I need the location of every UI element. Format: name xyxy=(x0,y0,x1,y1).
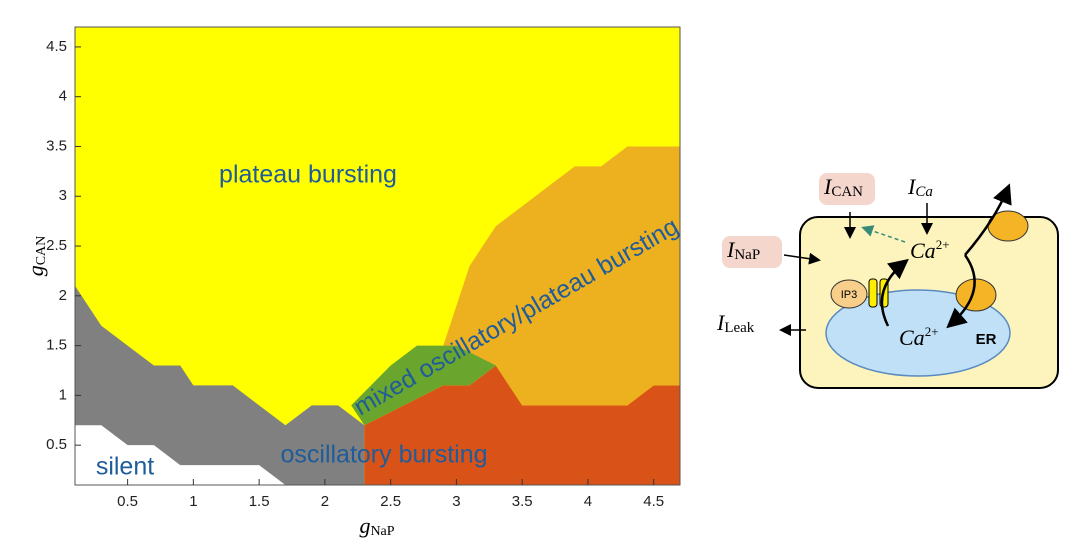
highlight xyxy=(722,236,782,268)
y-tick-label: 2.5 xyxy=(46,237,67,254)
y-tick-label: 4 xyxy=(59,88,67,105)
x-axis-label: gNaP xyxy=(359,513,394,539)
y-tick-label: 2 xyxy=(59,287,67,304)
annotation: silent xyxy=(96,453,154,481)
label: ILeak xyxy=(716,310,755,336)
x-tick-label: 2 xyxy=(321,493,329,510)
x-tick-label: 4 xyxy=(584,493,592,510)
region xyxy=(351,345,496,426)
region xyxy=(364,365,680,485)
label: ICAN xyxy=(823,174,863,200)
x-tick-label: 0.5 xyxy=(117,493,138,510)
label: ICa xyxy=(907,174,933,200)
arrow xyxy=(880,258,909,327)
annotation: oscillatory bursting xyxy=(280,441,487,469)
arrow xyxy=(964,183,1012,256)
y-tick-label: 0.5 xyxy=(46,436,67,453)
region xyxy=(75,285,365,485)
label: ER xyxy=(976,331,997,348)
arrow xyxy=(861,225,906,243)
label: IP3 xyxy=(841,289,858,301)
y-tick-label: 1 xyxy=(59,386,67,403)
label: Ca2+ xyxy=(899,324,939,350)
y-tick-label: 1.5 xyxy=(46,337,67,354)
y-tick-label: 3 xyxy=(59,187,67,204)
region xyxy=(75,425,286,485)
y-axis-label: gCAN xyxy=(23,236,49,277)
x-tick-label: 3 xyxy=(452,493,460,510)
x-tick-label: 1 xyxy=(189,493,197,510)
pump xyxy=(955,278,997,312)
arrow xyxy=(783,252,821,265)
y-tick-label: 4.5 xyxy=(46,38,67,55)
highlight xyxy=(819,173,875,205)
axes-box xyxy=(74,26,681,486)
ip3-receptor xyxy=(830,279,868,309)
arrow xyxy=(946,254,976,329)
y-tick-label: 3.5 xyxy=(46,137,67,154)
x-tick-label: 1.5 xyxy=(249,493,270,510)
label: Ca2+ xyxy=(910,237,950,263)
x-tick-label: 2.5 xyxy=(380,493,401,510)
channel xyxy=(868,278,878,308)
x-tick-label: 4.5 xyxy=(643,493,664,510)
plot: 0.5 1 1.5 2 2.5 3 3.5 4 4.5 0.5 1 1.5 2 2.5 3 3.5 4 4.5 xyxy=(46,26,681,510)
annotation: plateau bursting xyxy=(219,161,397,189)
region xyxy=(443,146,680,406)
x-tick-label: 3.5 xyxy=(512,493,533,510)
schematic: ICAN ICa INaP ILeak Ca2+ Ca2+ IP3 ER xyxy=(716,173,1059,389)
label: INaP xyxy=(726,237,760,263)
